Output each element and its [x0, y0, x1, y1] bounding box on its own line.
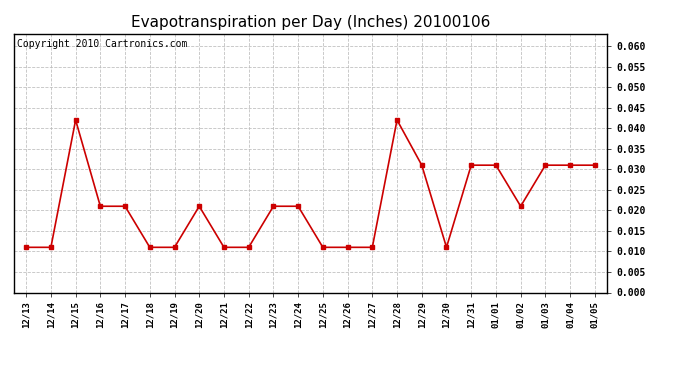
Title: Evapotranspiration per Day (Inches) 20100106: Evapotranspiration per Day (Inches) 2010…	[131, 15, 490, 30]
Text: Copyright 2010 Cartronics.com: Copyright 2010 Cartronics.com	[17, 39, 187, 49]
